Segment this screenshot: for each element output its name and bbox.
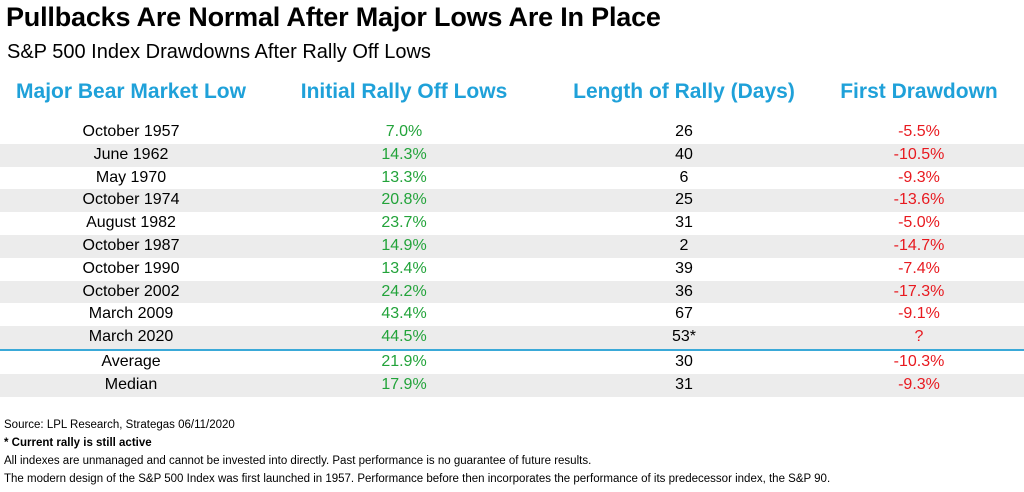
cell-rally-length: 26 [675, 123, 693, 140]
column-header-initial-rally: Initial Rally Off Lows [300, 80, 508, 103]
cell-initial-rally: 24.2% [381, 282, 427, 300]
table-row: June 1962 14.3% 40 -10.5% [0, 143, 1024, 167]
cell-first-drawdown: -5.0% [898, 214, 940, 232]
column-header-first-drawdown: First Drawdown [840, 80, 998, 103]
table-row: March 2020 44.5% 53*? [0, 326, 1024, 351]
table-header-row: Major Bear Market Low Initial Rally Off … [0, 80, 1024, 110]
cell-rally-length: 36 [675, 282, 693, 300]
table-body: October 1957 7.0% 26 -5.5% June 1962 14.3% 40-… [0, 121, 1024, 397]
summary-row: Average 21.9% 30 -10.3% [0, 351, 1024, 374]
cell-bear-market-low: Median [104, 375, 158, 393]
cell-initial-rally: 20.8% [381, 191, 427, 209]
cell-rally-length: 53* [671, 328, 697, 346]
cell-initial-rally: 43.4% [381, 305, 427, 323]
history-note: The modern design of the S&P 500 Index w… [4, 473, 831, 485]
cell-first-drawdown: -9.3% [898, 375, 940, 393]
cell-first-drawdown: -9.3% [898, 168, 940, 186]
cell-first-drawdown: -5.5% [898, 123, 940, 140]
cell-rally-length: 31 [675, 214, 693, 232]
table-row: October 2002 24.2% 36 -17.3% [0, 280, 1024, 304]
cell-initial-rally: 17.9% [381, 375, 427, 393]
cell-initial-rally: 23.7% [381, 214, 427, 232]
cell-first-drawdown: -13.6% [893, 191, 945, 209]
summary-row: Median 17.9% 31 -9.3% [0, 373, 1024, 397]
cell-bear-market-low: October 1987 [82, 236, 180, 254]
table-row: October 1990 13.4% 39 -7.4% [0, 258, 1024, 281]
cell-bear-market-low: June 1962 [93, 145, 169, 163]
cell-bear-market-low: October 1990 [82, 259, 180, 277]
cell-initial-rally: 13.3% [381, 168, 427, 186]
cell-initial-rally: 7.0% [385, 123, 423, 140]
cell-initial-rally: 14.3% [381, 145, 427, 163]
cell-rally-length: 6 [679, 168, 689, 186]
cell-initial-rally: 14.9% [381, 236, 427, 254]
table-row: October 1987 14.9% 2 -14.7% [0, 234, 1024, 258]
cell-initial-rally: 21.9% [381, 352, 427, 370]
chart-subtitle: S&P 500 Index Drawdowns After Rally Off … [7, 41, 431, 63]
cell-first-drawdown: -17.3% [893, 282, 945, 300]
table-row: October 1957 7.0% 26 -5.5% [0, 121, 1024, 144]
cell-rally-length: 40 [675, 145, 693, 163]
table-row: October 1974 20.8% 25 -13.6% [0, 189, 1024, 213]
cell-rally-length: 25 [675, 191, 693, 209]
cell-rally-length: 67 [675, 305, 693, 323]
cell-bear-market-low: October 1974 [82, 191, 180, 209]
cell-initial-rally: 44.5% [381, 328, 427, 346]
cell-initial-rally: 13.4% [381, 259, 427, 277]
cell-bear-market-low: May 1970 [95, 168, 167, 186]
cell-bear-market-low: Average [101, 352, 161, 370]
table-row: May 1970 13.3% 6 -9.3% [0, 167, 1024, 190]
cell-rally-length: 39 [675, 259, 693, 277]
footnotes: Source: LPL Research, Strategas 06/11/20… [4, 416, 1020, 488]
column-header-bear-market-low: Major Bear Market Low [16, 80, 246, 103]
cell-rally-length: 31 [675, 375, 693, 393]
table-row: August 1982 23.7% 31 -5.0% [0, 212, 1024, 235]
cell-rally-length: 30 [675, 352, 693, 370]
asterisk-note: * Current rally is still active [4, 437, 152, 449]
cell-bear-market-low: March 2009 [88, 305, 174, 323]
cell-first-drawdown: -9.1% [898, 305, 940, 323]
cell-bear-market-low: March 2020 [88, 328, 174, 346]
cell-bear-market-low: August 1982 [86, 214, 176, 232]
chart-title: Pullbacks Are Normal After Major Lows Ar… [6, 2, 661, 32]
disclaimer-note: All indexes are unmanaged and cannot be … [4, 455, 592, 467]
cell-rally-length: 2 [679, 236, 689, 254]
source-note: Source: LPL Research, Strategas 06/11/20… [4, 419, 235, 431]
cell-first-drawdown: ? [914, 328, 924, 346]
cell-bear-market-low: October 1957 [82, 123, 180, 140]
cell-first-drawdown: -14.7% [893, 236, 945, 254]
cell-bear-market-low: October 2002 [82, 282, 180, 300]
table-row: March 2009 43.4% 67 -9.1% [0, 303, 1024, 326]
cell-first-drawdown: -10.3% [893, 352, 945, 370]
column-header-rally-length: Length of Rally (Days) [573, 80, 795, 103]
cell-first-drawdown: -7.4% [898, 259, 940, 277]
cell-first-drawdown: -10.5% [893, 145, 945, 163]
